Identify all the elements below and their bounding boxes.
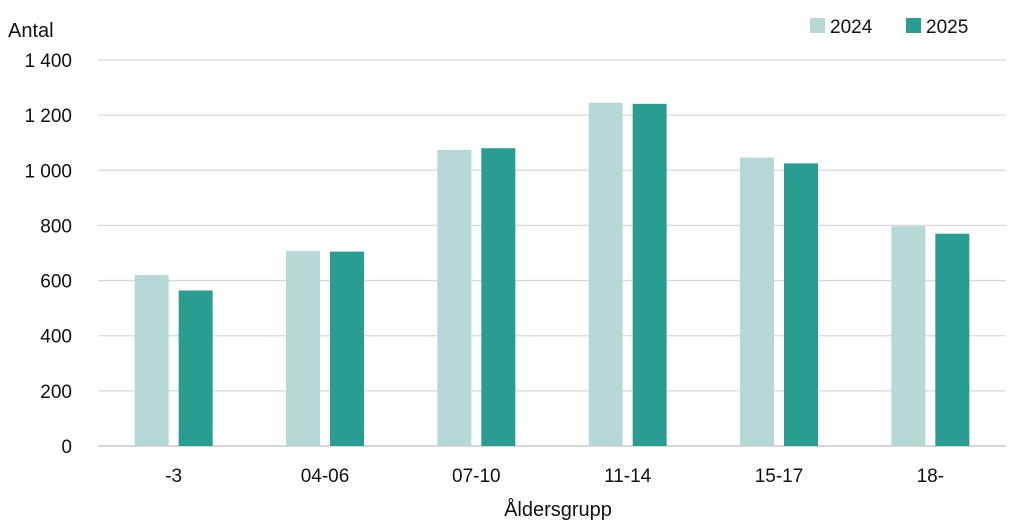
legend-swatch-2024 (810, 18, 825, 33)
x-tick-label: 07-10 (452, 466, 501, 487)
y-tick-label: 800 (40, 216, 72, 237)
y-tick-label: 200 (40, 382, 72, 403)
legend-label-2024: 2024 (830, 17, 873, 38)
bar-2024-07-10 (437, 149, 472, 446)
legend-swatch-2025 (906, 18, 921, 33)
x-tick-label: 15-17 (755, 466, 804, 487)
y-tick-label: 1 000 (24, 161, 72, 182)
x-tick-label: 11-14 (604, 466, 652, 487)
bar-2025-04-06 (330, 251, 364, 446)
x-tick-label: 04-06 (301, 466, 350, 487)
bar-2025--3 (178, 290, 213, 446)
y-tick-label: 1 200 (24, 106, 72, 127)
legend-label-2025: 2025 (926, 17, 968, 38)
y-axis-ticks: 0 200 400 600 800 1 000 1 200 1 400 (24, 51, 72, 458)
bar-2024-11-14 (588, 102, 623, 446)
x-tick-label: -3 (165, 466, 182, 487)
bar-2025-18- (935, 233, 970, 446)
y-tick-label: 400 (40, 327, 72, 348)
x-axis-title: Åldersgrupp (504, 498, 612, 521)
y-tick-label: 600 (40, 272, 72, 293)
bar-2024-18- (891, 226, 926, 446)
bar-2025-15-17 (784, 163, 818, 446)
bars (134, 102, 970, 447)
y-tick-label: 0 (61, 437, 72, 458)
x-axis-ticks: -3 04-06 07-10 11-14 15-17 18- (165, 466, 944, 487)
x-tick-label: 18- (917, 466, 944, 487)
bar-2025-07-10 (481, 148, 516, 446)
y-axis-title: Antal (8, 20, 54, 42)
y-tick-label: 1 400 (24, 51, 72, 72)
gridlines (98, 59, 1006, 447)
bar-2024-15-17 (740, 157, 774, 447)
legend: 2024 2025 (810, 17, 968, 38)
bar-2024--3 (134, 275, 169, 446)
bar-2025-11-14 (632, 103, 667, 447)
bar-2024-04-06 (286, 251, 320, 446)
